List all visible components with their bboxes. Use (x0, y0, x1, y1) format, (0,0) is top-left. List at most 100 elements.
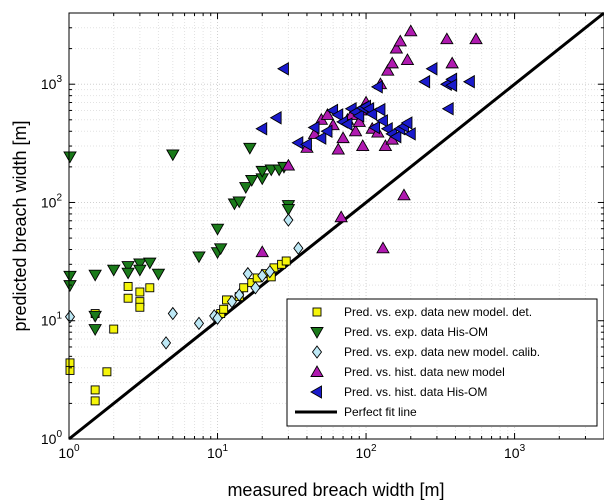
data-point (226, 294, 237, 309)
legend-label: Pred. vs. hist. data His-OM (344, 385, 487, 399)
x-tick-label: 100 (58, 443, 80, 461)
data-point (250, 281, 261, 295)
data-point (65, 358, 75, 368)
data-point (63, 270, 77, 283)
data-point (264, 264, 275, 279)
data-point (277, 62, 289, 76)
series-3 (64, 213, 304, 350)
data-point (243, 142, 257, 155)
y-tick-label: 102 (41, 192, 63, 210)
data-point (403, 127, 416, 141)
data-point (63, 280, 77, 293)
data-point (234, 288, 245, 302)
legend-label: Pred. vs. exp. data His-OM (344, 325, 488, 339)
data-point (400, 53, 415, 66)
data-point (210, 223, 225, 236)
data-point (255, 245, 270, 258)
data-point (167, 306, 178, 321)
x-tick-label: 103 (504, 443, 526, 461)
data-point (88, 310, 102, 323)
data-point (378, 139, 393, 151)
legend-label: Perfect fit line (344, 405, 417, 419)
data-point (281, 158, 296, 171)
y-tick-label: 100 (41, 429, 63, 447)
data-point (90, 396, 100, 406)
data-point (133, 264, 147, 277)
data-point (334, 210, 348, 223)
data-point (121, 267, 135, 280)
data-point (193, 316, 205, 331)
data-point (389, 129, 402, 144)
data-point (239, 283, 249, 293)
data-point (281, 204, 296, 216)
data-point (255, 165, 270, 178)
legend-marker (310, 365, 324, 377)
data-point (121, 261, 135, 273)
data-point (109, 324, 119, 334)
legend-marker (310, 385, 322, 399)
data-point (232, 196, 247, 209)
y-axis-title: predicted breach width [m] (10, 120, 30, 331)
data-point (397, 188, 411, 201)
data-point (213, 243, 228, 256)
data-point (320, 108, 335, 120)
data-point (331, 142, 346, 155)
legend-marker (312, 307, 322, 317)
data-point (257, 269, 268, 283)
series-5 (255, 62, 475, 152)
data-point (255, 121, 268, 136)
data-point (239, 182, 253, 194)
data-point (320, 124, 333, 139)
data-point (368, 120, 381, 135)
data-point (63, 151, 77, 164)
data-point (143, 257, 157, 270)
x-tick-label: 101 (207, 443, 229, 461)
data-point (336, 131, 350, 144)
data-point (64, 310, 76, 324)
data-point (123, 293, 133, 303)
series-2 (63, 142, 296, 336)
data-point (355, 139, 370, 151)
data-point (160, 336, 172, 350)
legend-label: Pred. vs. exp. data new model. det. (344, 305, 532, 319)
data-point (314, 131, 327, 145)
reference-line-layer (68, 11, 604, 441)
data-point (192, 251, 206, 264)
data-point (380, 63, 395, 76)
data-points (63, 24, 483, 406)
perfect-fit-line (68, 11, 604, 441)
data-point (365, 107, 378, 121)
data-point (133, 258, 147, 271)
data-point (307, 120, 320, 135)
data-point (418, 74, 431, 89)
data-point (300, 137, 312, 152)
data-point (283, 213, 294, 227)
data-point (219, 304, 229, 314)
y-tick-label: 101 (41, 311, 63, 329)
data-point (65, 365, 75, 375)
data-point (281, 256, 291, 266)
data-point (331, 108, 344, 122)
data-point (135, 302, 145, 312)
y-tick-labels: 100 101 102 103 (41, 74, 63, 447)
data-point (106, 264, 121, 277)
data-point (440, 32, 454, 45)
data-point (376, 114, 388, 128)
data-point (123, 281, 133, 291)
legend-label: Pred. vs. exp. data new model. calib. (344, 345, 540, 359)
legend-box (286, 298, 598, 427)
data-point (469, 32, 483, 45)
data-point (400, 116, 413, 130)
data-point (425, 62, 438, 76)
x-axis-title: measured breach width [m] (227, 480, 444, 500)
legend-label: Pred. vs. hist. data new model (344, 365, 505, 379)
data-point (373, 102, 386, 117)
plot-frame (68, 12, 604, 440)
data-point (88, 269, 102, 282)
data-point (445, 56, 459, 69)
data-point (291, 135, 304, 150)
y-tick-label: 103 (41, 74, 63, 92)
data-point (135, 287, 145, 297)
legend-marker (310, 327, 324, 339)
